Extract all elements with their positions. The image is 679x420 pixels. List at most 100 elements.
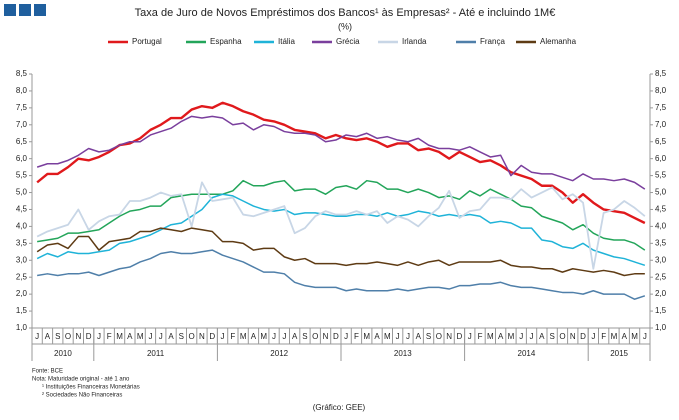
y2-tick-label: 4,0	[655, 222, 667, 231]
x-tick-label: A	[168, 332, 174, 341]
x-tick-label: D	[209, 332, 215, 341]
x-tick-label: D	[333, 332, 339, 341]
y2-tick-label: 7,0	[655, 120, 667, 129]
year-label: 2014	[518, 349, 536, 358]
x-tick-label: J	[344, 332, 348, 341]
legend-label: Alemanha	[540, 37, 577, 46]
y2-tick-label: 3,5	[655, 238, 667, 247]
x-tick-label: O	[436, 332, 442, 341]
y-tick-label: 7,0	[16, 120, 28, 129]
legend-label: Espanha	[210, 37, 242, 46]
x-tick-label: F	[230, 332, 235, 341]
y2-tick-label: 1,0	[655, 323, 667, 332]
series-line	[37, 249, 646, 300]
x-tick-label: J	[406, 332, 410, 341]
series-line	[37, 179, 646, 251]
y-tick-label: 3,5	[16, 238, 28, 247]
y2-tick-label: 5,0	[655, 188, 667, 197]
y2-tick-label: 7,5	[655, 103, 667, 112]
x-tick-label: S	[179, 332, 184, 341]
x-tick-label: A	[498, 332, 504, 341]
x-tick-label: M	[611, 332, 618, 341]
x-tick-label: D	[457, 332, 463, 341]
x-tick-label: M	[116, 332, 123, 341]
x-tick-label: J	[519, 332, 523, 341]
x-tick-label: N	[199, 332, 205, 341]
x-tick-label: O	[559, 332, 565, 341]
x-tick-label: M	[508, 332, 515, 341]
y-tick-label: 1,5	[16, 306, 28, 315]
y2-tick-label: 3,0	[655, 255, 667, 264]
series-line	[36, 193, 646, 267]
x-tick-label: N	[75, 332, 81, 341]
logo-square	[34, 4, 46, 16]
y-tick-label: 7,5	[16, 103, 28, 112]
x-tick-label: J	[159, 332, 163, 341]
x-tick-label: N	[323, 332, 329, 341]
x-tick-label: J	[148, 332, 152, 341]
x-tick-label: A	[292, 332, 298, 341]
x-tick-label: F	[354, 332, 359, 341]
year-label: 2015	[610, 349, 628, 358]
y2-tick-label: 8,5	[655, 69, 667, 78]
x-tick-label: M	[363, 332, 370, 341]
y2-tick-label: 6,0	[655, 154, 667, 163]
x-tick-label: M	[487, 332, 494, 341]
y-tick-label: 5,5	[16, 171, 28, 180]
y-tick-label: 1,0	[16, 323, 28, 332]
y-tick-label: 3,0	[16, 255, 28, 264]
footnote: Fonte: BCE	[32, 369, 63, 375]
x-tick-label: S	[55, 332, 60, 341]
x-tick-label: M	[631, 332, 638, 341]
x-tick-label: J	[97, 332, 101, 341]
y2-tick-label: 2,5	[655, 272, 667, 281]
x-tick-label: S	[549, 332, 554, 341]
y2-tick-label: 5,5	[655, 171, 667, 180]
x-tick-label: F	[478, 332, 483, 341]
y-tick-label: 6,0	[16, 154, 28, 163]
year-label: 2010	[54, 349, 72, 358]
x-tick-label: M	[240, 332, 247, 341]
x-tick-label: F	[107, 332, 112, 341]
credit: (Gráfico: GEE)	[313, 403, 366, 412]
x-tick-label: A	[622, 332, 628, 341]
x-tick-label: J	[530, 332, 534, 341]
year-label: 2011	[147, 349, 165, 358]
chart-title: Taxa de Juro de Novos Empréstimos dos Ba…	[135, 7, 556, 19]
x-tick-label: J	[35, 332, 39, 341]
x-tick-label: M	[384, 332, 391, 341]
chart-subtitle: (%)	[338, 21, 352, 31]
x-tick-label: M	[137, 332, 144, 341]
legend-label: Grécia	[336, 37, 360, 46]
y2-tick-label: 1,5	[655, 306, 667, 315]
logo-square	[4, 4, 16, 16]
legend-label: Itália	[278, 37, 295, 46]
x-tick-label: J	[396, 332, 400, 341]
logo-square	[19, 4, 31, 16]
x-tick-label: A	[45, 332, 51, 341]
x-tick-label: S	[302, 332, 307, 341]
x-tick-label: J	[221, 332, 225, 341]
x-tick-label: A	[416, 332, 422, 341]
y-tick-label: 8,0	[16, 86, 28, 95]
year-label: 2013	[394, 349, 412, 358]
footnote: ² Sociedades Não Financeiras	[42, 393, 122, 399]
footnote: ¹ Instituições Financeiras Monetárias	[42, 385, 140, 391]
series-line	[36, 227, 645, 277]
y-tick-label: 2,5	[16, 272, 28, 281]
y-tick-label: 4,0	[16, 222, 28, 231]
x-tick-label: O	[189, 332, 195, 341]
x-tick-label: D	[86, 332, 92, 341]
y2-tick-label: 4,5	[655, 205, 667, 214]
x-tick-label: J	[643, 332, 647, 341]
x-tick-label: F	[601, 332, 606, 341]
x-tick-label: S	[426, 332, 431, 341]
x-tick-label: J	[468, 332, 472, 341]
series-line	[36, 181, 646, 270]
series-line	[36, 115, 646, 190]
x-tick-label: O	[65, 332, 71, 341]
x-tick-label: A	[251, 332, 257, 341]
y-tick-label: 4,5	[16, 205, 28, 214]
x-tick-label: A	[374, 332, 380, 341]
